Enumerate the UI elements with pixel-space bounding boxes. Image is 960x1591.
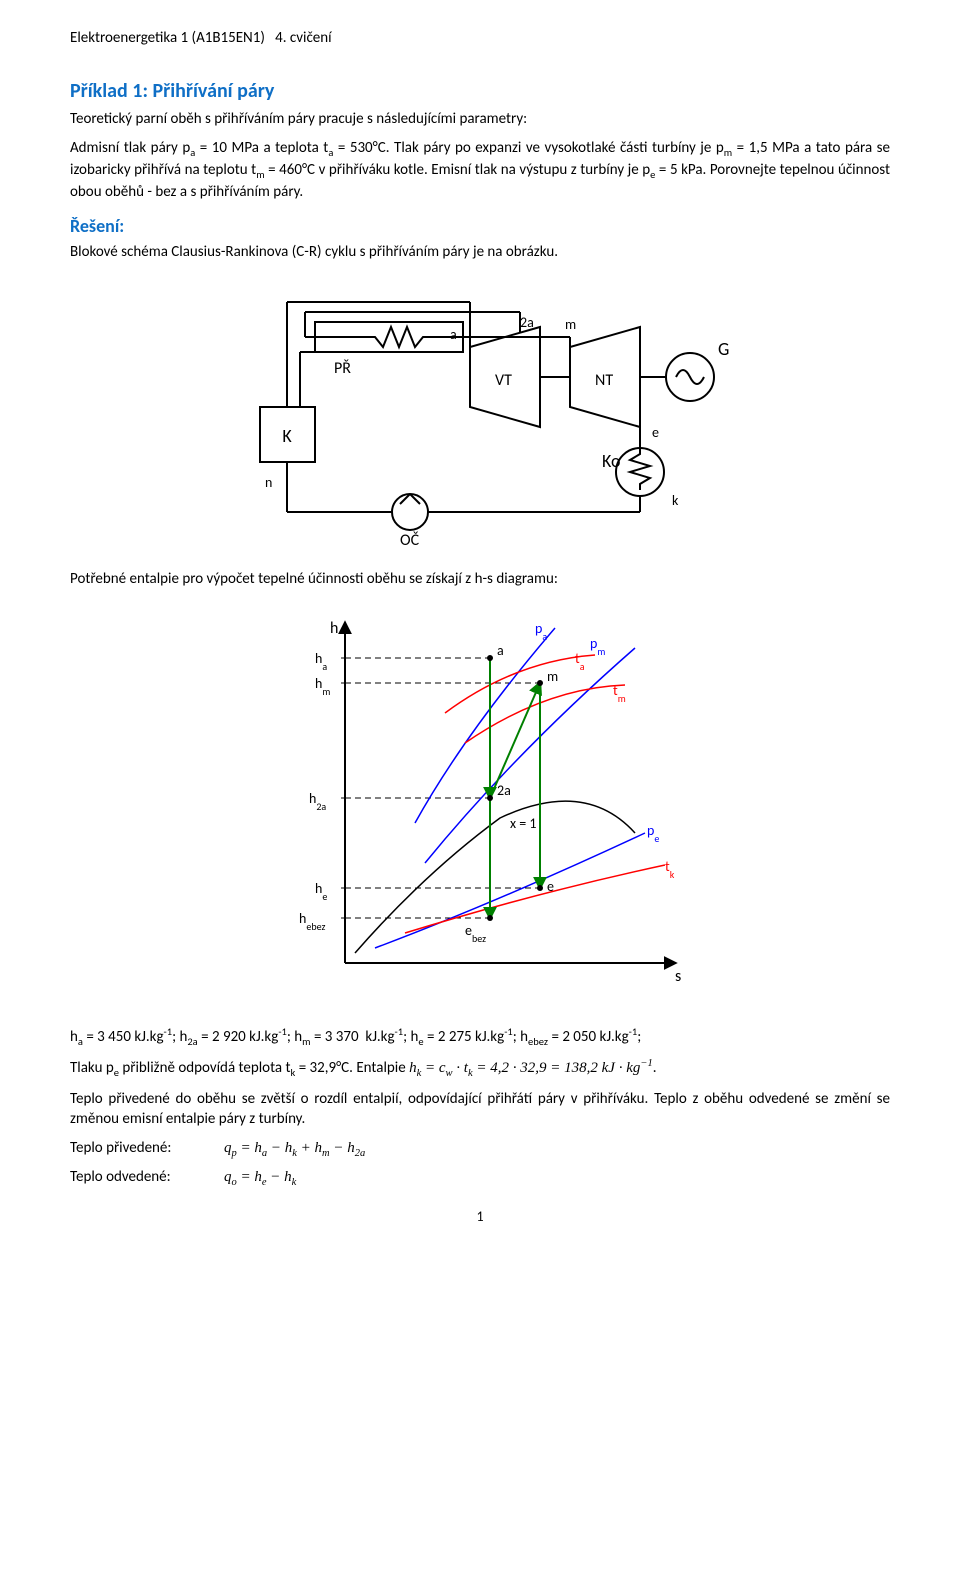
label-Ko: Ko	[602, 450, 621, 472]
svg-text:pe: pe	[647, 822, 659, 845]
eq-qp-expr: qp = ha − hk + hm − h2a	[224, 1138, 365, 1161]
example-intro: Teoretický parní oběh s přihříváním páry…	[70, 109, 890, 129]
enthalpy-values: ha = 3 450 kJ.kg-1; h2a = 2 920 kJ.kg-1;…	[70, 1025, 890, 1049]
label-G: G	[718, 338, 729, 360]
svg-text:hm: hm	[315, 675, 330, 698]
label-m: m	[565, 316, 576, 333]
block-diagram: K PŘ VT NT G Ko OČ a 2	[220, 277, 740, 547]
svg-text:m: m	[547, 668, 558, 685]
page-number: 1	[70, 1208, 890, 1227]
label-n: n	[265, 474, 272, 491]
svg-text:he: he	[315, 880, 327, 903]
solution-heading: Řešení:	[70, 214, 890, 238]
svg-text:a: a	[497, 642, 504, 659]
eq-qp-row: Teplo přivedené: qp = ha − hk + hm − h2a	[70, 1138, 890, 1161]
svg-text:ta: ta	[575, 650, 585, 673]
svg-text:tk: tk	[665, 858, 675, 881]
svg-text:pa: pa	[535, 620, 547, 643]
label-VT: VT	[495, 371, 512, 390]
eq-qo-row: Teplo odvedené: qo = he − hk	[70, 1167, 890, 1190]
label-2a: 2a	[520, 314, 534, 331]
svg-text:e: e	[547, 878, 554, 895]
example-title: Příklad 1: Přihřívání páry	[70, 78, 890, 105]
svg-text:ebez: ebez	[465, 922, 486, 945]
svg-text:2a: 2a	[497, 782, 511, 799]
svg-text:ha: ha	[315, 650, 327, 673]
svg-text:h2a: h2a	[309, 790, 326, 813]
label-e: e	[652, 424, 659, 441]
session-number: 4. cvičení	[275, 29, 331, 47]
svg-text:pm: pm	[590, 635, 605, 658]
label-K: K	[282, 425, 292, 447]
svg-text:hebez: hebez	[299, 910, 325, 933]
session-label	[268, 29, 271, 47]
tk-line: Tlaku pe přibližně odpovídá teplota tk =…	[70, 1057, 890, 1081]
heat-note: Teplo přivedené do oběhu se zvětší o roz…	[70, 1089, 890, 1130]
page-header: Elektroenergetika 1 (A1B15EN1) 4. cvičen…	[70, 28, 890, 48]
hs-diagram: h s ha hm h2a he hebez x = 1 pa pm pe ta…	[265, 603, 695, 1003]
eq-qp-label: Teplo přivedené:	[70, 1138, 200, 1158]
svg-text:x = 1: x = 1	[510, 815, 536, 832]
eq-qo-label: Teplo odvedené:	[70, 1167, 200, 1187]
label-k: k	[672, 492, 679, 509]
label-a: a	[450, 326, 457, 343]
hs-intro: Potřebné entalpie pro výpočet tepelné úč…	[70, 569, 890, 589]
axis-x-label: s	[675, 967, 681, 986]
eq-qo-expr: qo = he − hk	[224, 1167, 296, 1190]
label-NT: NT	[595, 371, 613, 390]
solution-intro: Blokové schéma Clausius-Rankinova (C-R) …	[70, 242, 890, 262]
example-parameters: Admisní tlak páry pa = 10 MPa a teplota …	[70, 138, 890, 203]
axis-y-label: h	[330, 619, 338, 638]
label-PR: PŘ	[334, 359, 351, 378]
course-code: Elektroenergetika 1 (A1B15EN1)	[70, 29, 265, 47]
label-OC: OČ	[400, 531, 420, 547]
